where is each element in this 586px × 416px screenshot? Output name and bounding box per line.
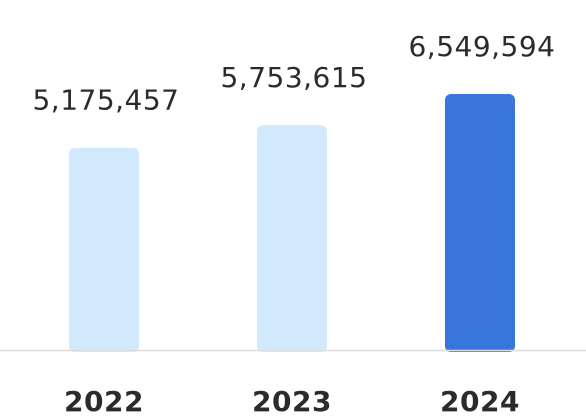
- value-label-2022: 5,175,457: [32, 84, 179, 117]
- x-tick-label-2023: 2023: [252, 385, 332, 416]
- value-label-2023: 5,753,615: [220, 61, 367, 94]
- bar-2022: [69, 147, 139, 352]
- bar-2023: [257, 125, 327, 353]
- value-labels-group: 5,175,457 5,753,615 6,549,594: [32, 30, 555, 117]
- x-tick-label-2022: 2022: [64, 385, 144, 416]
- value-label-2024: 6,549,594: [408, 30, 555, 63]
- bars-group: [69, 94, 515, 353]
- x-tick-label-2024: 2024: [440, 385, 520, 416]
- bar-2024: [445, 94, 515, 352]
- category-labels-group: 2022 2023 2024: [64, 385, 520, 416]
